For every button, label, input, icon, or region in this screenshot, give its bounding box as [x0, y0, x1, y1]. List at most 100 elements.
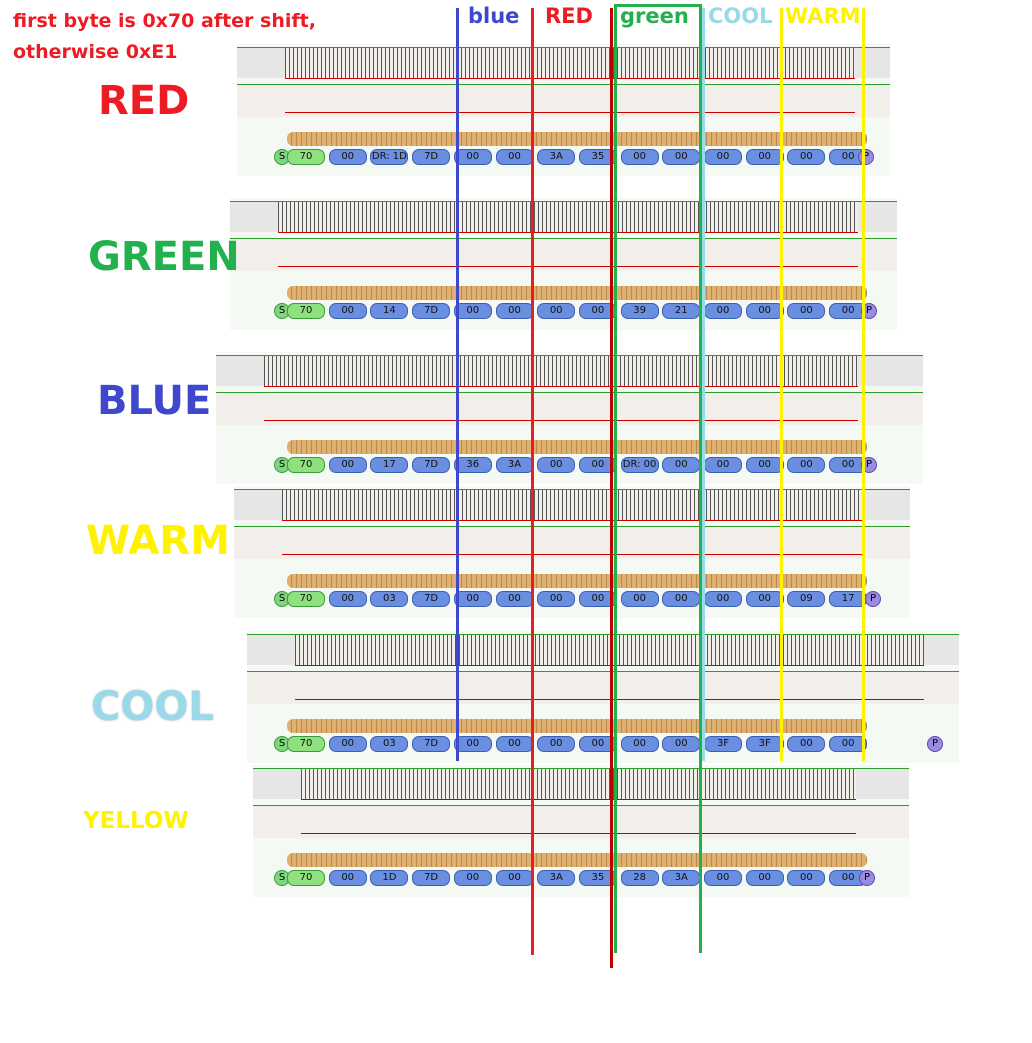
byte: 14: [370, 303, 409, 319]
byte: 00: [787, 736, 826, 752]
marker-line: [610, 8, 613, 968]
capture-panel: S 70 00 17 7D 36 3A 00 00 DR: 00 00 00 00 00 00 P: [216, 352, 923, 484]
byte: 7D: [412, 736, 451, 752]
note: first byte is 0x70 after shift, otherwis…: [13, 6, 316, 68]
byte: 00: [578, 303, 617, 319]
column-label: WARM: [785, 4, 861, 28]
capture-label: YELLOW: [83, 808, 189, 834]
byte: 7D: [412, 457, 451, 473]
byte: 00: [328, 870, 367, 886]
byte: 7D: [412, 591, 451, 607]
stop-marker: P: [927, 736, 943, 752]
bit-row: [287, 574, 867, 588]
byte: 00: [453, 736, 492, 752]
bit-row: [287, 719, 867, 733]
byte: 70: [287, 457, 325, 473]
marker-line: [862, 8, 865, 761]
byte: 00: [495, 591, 534, 607]
start-marker: S: [274, 457, 290, 473]
capture-panel: S 70 00 DR: 1D 7D 00 00 3A 35 00 00 00 00 00 00 P: [237, 44, 890, 176]
byte: 00: [787, 457, 826, 473]
start-marker: S: [274, 591, 290, 607]
marker-line: [780, 8, 783, 761]
byte: 00: [662, 591, 701, 607]
marker-box: [614, 4, 702, 953]
scl-trace: [230, 201, 897, 233]
byte: 70: [287, 870, 325, 886]
byte: 00: [328, 303, 367, 319]
byte: 00: [787, 149, 826, 165]
byte: 00: [328, 149, 367, 165]
capture-label: BLUE: [97, 378, 212, 424]
scl-trace: [216, 355, 923, 387]
scl-clock: [295, 635, 924, 666]
byte: 00: [704, 870, 742, 886]
byte: 28: [620, 870, 659, 886]
scl-clock: [278, 202, 858, 233]
byte: 70: [287, 736, 325, 752]
stop-marker: P: [861, 303, 877, 319]
sda-level: [285, 112, 855, 113]
capture-panel: S 70 00 1D 7D 00 00 3A 35 28 3A 00 00 00 00 P: [253, 765, 909, 897]
byte: 35: [578, 149, 617, 165]
byte: 00: [829, 303, 868, 319]
byte: 36: [453, 457, 492, 473]
scl-trace: [247, 634, 959, 666]
byte: 03: [370, 591, 409, 607]
byte: 3A: [495, 457, 534, 473]
byte: 00: [704, 591, 742, 607]
byte: 00: [328, 736, 367, 752]
sda-trace: [216, 392, 923, 425]
byte: DR: 00: [620, 457, 659, 473]
byte: 39: [620, 303, 659, 319]
sda-level: [282, 554, 862, 555]
stop-marker: P: [859, 870, 875, 886]
capture-panel: S 70 00 03 7D 00 00 00 00 00 00 00 00 09 17 P: [234, 486, 910, 618]
byte: 00: [495, 303, 534, 319]
byte: 1D: [370, 870, 409, 886]
byte: 00: [328, 591, 367, 607]
byte: 09: [787, 591, 826, 607]
bit-row: [287, 132, 867, 146]
byte: 00: [745, 457, 784, 473]
byte: 00: [537, 457, 576, 473]
byte: DR: 1D: [370, 149, 409, 165]
sda-trace: [230, 238, 897, 271]
note-line: first byte is 0x70 after shift,: [13, 10, 316, 32]
byte: 00: [537, 591, 576, 607]
byte: 00: [495, 149, 534, 165]
byte: 35: [578, 870, 617, 886]
byte: 3F: [704, 736, 742, 752]
byte: 00: [745, 149, 784, 165]
capture-panel: S 70 00 14 7D 00 00 00 00 39 21 00 00 00 00 P: [230, 198, 897, 330]
bit-row: [287, 440, 867, 454]
byte: 00: [620, 591, 659, 607]
start-marker: S: [274, 736, 290, 752]
byte: 3A: [537, 149, 576, 165]
capture-label: COOL: [91, 684, 214, 730]
column-label: RED: [545, 4, 593, 28]
byte: 00: [745, 870, 784, 886]
scl-trace: [234, 489, 910, 521]
byte: 7D: [412, 870, 451, 886]
byte: 00: [704, 457, 742, 473]
scl-clock: [301, 769, 856, 800]
bit-row: [287, 286, 867, 300]
sda-level: [301, 833, 856, 834]
byte: 00: [787, 303, 826, 319]
byte: 00: [745, 591, 784, 607]
scl-clock: [285, 48, 855, 79]
scl-trace: [253, 768, 909, 800]
note-line: otherwise 0xE1: [13, 41, 178, 63]
byte: 00: [453, 591, 492, 607]
marker-line: [456, 8, 459, 761]
byte: 00: [704, 149, 742, 165]
byte: 7D: [412, 303, 451, 319]
byte: 00: [453, 149, 492, 165]
sda-trace: [237, 84, 890, 117]
byte: 03: [370, 736, 409, 752]
sda-trace: [253, 805, 909, 838]
byte: 70: [287, 591, 325, 607]
byte: 00: [745, 303, 784, 319]
